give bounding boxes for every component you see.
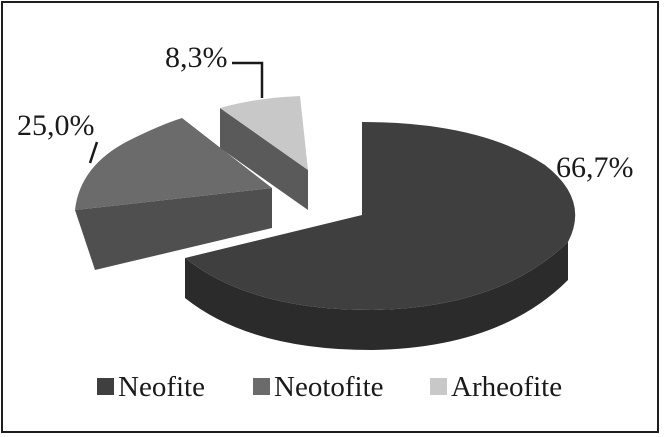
pie-slice-arheofite (220, 96, 308, 210)
legend-label-arheofite: Arheofite (451, 371, 562, 403)
data-label-arheofite: 8,3% (165, 41, 228, 74)
data-label-neotofite: 25,0% (17, 109, 95, 142)
legend: Neofite Neotofite Arheofite (97, 371, 562, 403)
legend-label-neotofite: Neotofite (274, 371, 384, 403)
data-label-neofite: 66,7% (556, 151, 634, 184)
legend-swatch-arheofite (430, 378, 447, 395)
pie-slice-neofite (185, 122, 576, 350)
leader-line-neotofite (88, 141, 99, 164)
pie-slice-neotofite (75, 118, 272, 270)
legend-swatch-neotofite (253, 378, 270, 395)
leader-line-arheofite (232, 61, 264, 98)
legend-swatch-neofite (97, 378, 114, 395)
legend-label-neofite: Neofite (118, 371, 205, 403)
